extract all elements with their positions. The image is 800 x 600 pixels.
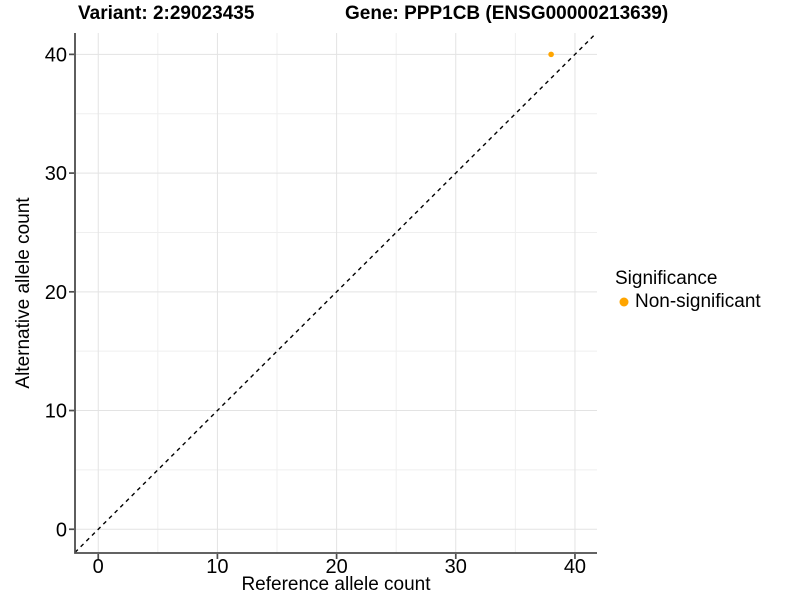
axis-ticks	[69, 53, 576, 559]
legend-point-icon	[619, 297, 629, 307]
x-axis-title: Reference allele count	[241, 574, 431, 595]
data-point	[548, 51, 554, 58]
legend-title: Significance	[615, 268, 718, 289]
y-tick-label: 0	[56, 519, 67, 541]
grid-major	[75, 33, 597, 553]
x-tick-label: 20	[325, 556, 347, 578]
legend-entry-label: Non-significant	[635, 291, 761, 312]
legend-entry-non-significant: Non-significant	[615, 292, 761, 312]
x-tick-label: 30	[445, 556, 467, 578]
y-tick-label: 20	[45, 282, 67, 304]
legend: Significance Non-significant	[615, 268, 761, 312]
axis-lines	[74, 33, 597, 554]
y-tick-label: 30	[45, 163, 67, 185]
grid-minor	[75, 33, 597, 553]
identity-dashed-line	[74, 32, 597, 553]
plot-title-gene: Gene: PPP1CB (ENSG00000213639)	[345, 3, 669, 24]
x-tick-label: 40	[564, 556, 586, 578]
y-tick-label: 40	[45, 44, 67, 66]
x-tick-label: 0	[93, 556, 104, 578]
x-tick-label: 10	[206, 556, 228, 578]
plot-title-variant: Variant: 2:29023435	[78, 3, 255, 24]
y-axis-title: Alternative allele count	[13, 197, 34, 389]
tick-labels: 0 10 20 30 40 0 10 20 30 40	[45, 44, 586, 578]
y-tick-label: 10	[45, 401, 67, 423]
